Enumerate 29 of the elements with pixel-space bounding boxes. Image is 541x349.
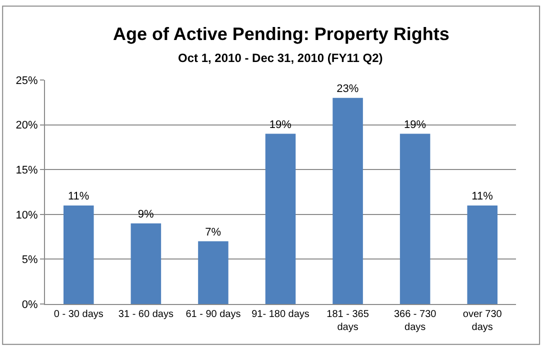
bar [265, 134, 296, 304]
x-tick-label: 366 - 730 days [394, 309, 437, 333]
bar [64, 205, 94, 304]
y-tick-label: 15% [16, 164, 38, 176]
y-tick-label: 20% [16, 120, 38, 132]
data-label: 7% [205, 226, 222, 238]
data-label: 19% [269, 118, 292, 131]
data-label: 11% [68, 190, 90, 202]
chart-subtitle: Oct 1, 2010 - Dec 31, 2010 (FY11 Q2) [178, 51, 383, 65]
data-label: 9% [138, 208, 154, 220]
x-tick-label: 0 - 30 days [54, 309, 104, 320]
bar [130, 223, 162, 304]
data-label: 23% [336, 82, 359, 95]
y-tick-label: 5% [22, 254, 38, 266]
y-tick-label: 0% [22, 298, 38, 311]
x-tick-label: 91- 180 days [252, 309, 310, 320]
bar [198, 241, 228, 304]
bar [400, 134, 430, 304]
data-label: 19% [404, 118, 426, 131]
x-tick-label: 61 - 90 days [186, 309, 241, 320]
data-label: 11% [472, 190, 494, 202]
bar [467, 205, 498, 304]
x-tick-label: 31 - 60 days [118, 309, 174, 320]
chart-title: Age of Active Pending: Property Rights [113, 24, 450, 44]
y-tick-label: 25% [16, 74, 38, 87]
y-tick-label: 10% [16, 209, 38, 222]
x-tick-label: over 730 days [462, 309, 502, 333]
bar [332, 98, 363, 304]
x-tick-label: 181 - 365 days [326, 309, 370, 333]
